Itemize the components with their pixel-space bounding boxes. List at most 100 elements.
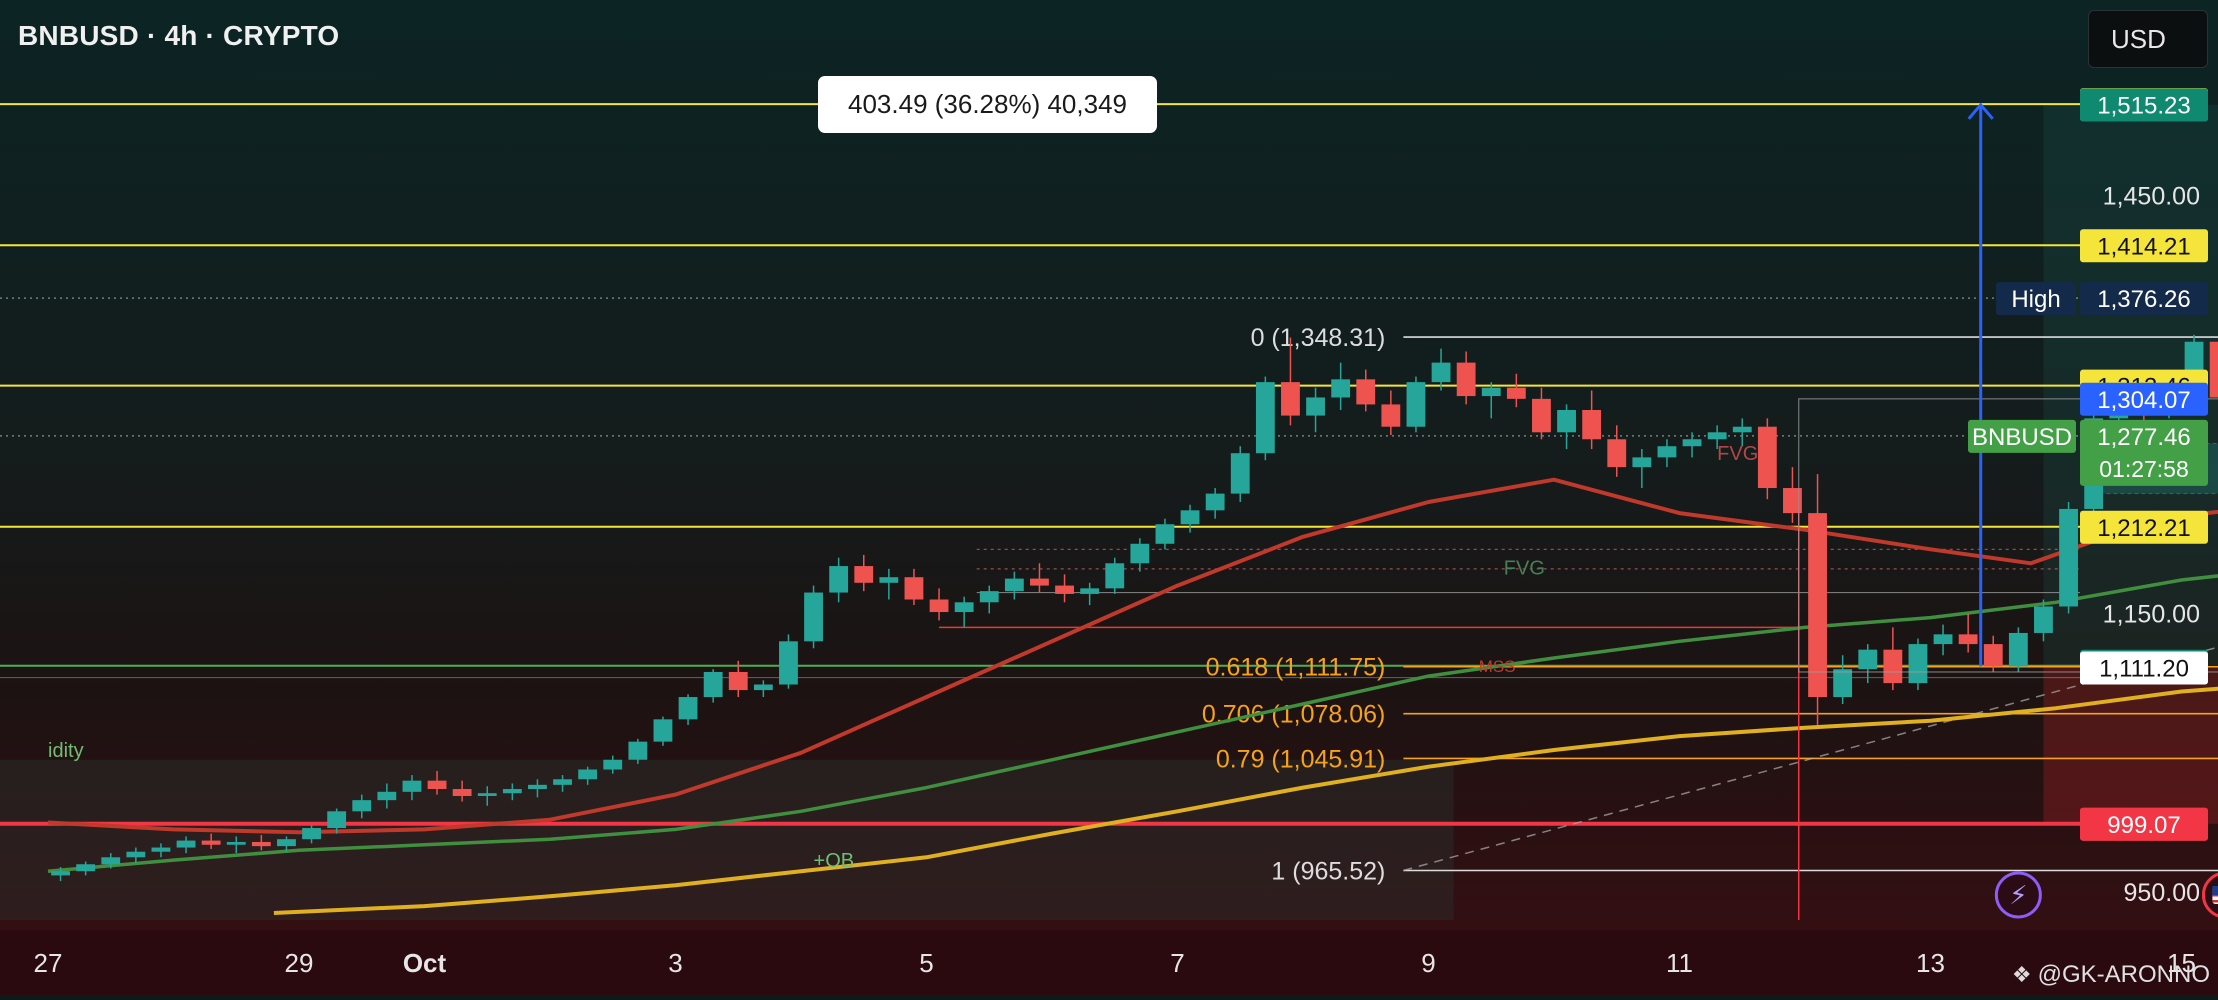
measure-tooltip: 403.49 (36.28%) 40,349 — [818, 76, 1157, 133]
candle-25 — [678, 697, 698, 720]
flag-stripe-1-1 — [2212, 894, 2218, 897]
x-tick-label-8: 13 — [1916, 948, 1945, 978]
y-tick-label-2: 950.00 — [2124, 879, 2200, 907]
candle-39 — [1030, 578, 1049, 586]
fib-label-3: 0.79 (1,045.91) — [1216, 745, 1386, 773]
candle-50 — [1306, 397, 1325, 416]
candle-49 — [1281, 382, 1300, 416]
x-tick-label-4: 5 — [919, 948, 933, 978]
x-tick-label-6: 9 — [1421, 948, 1435, 978]
candle-76 — [1958, 634, 1978, 645]
candle-0 — [51, 871, 70, 876]
candle-51 — [1331, 379, 1351, 398]
candle-17 — [477, 793, 497, 796]
candle-29 — [779, 641, 798, 685]
candle-3 — [126, 851, 146, 858]
y-tick-label-0: 1,450.00 — [2103, 182, 2200, 210]
flag-canton-1 — [2212, 886, 2218, 895]
moving-average-red — [47, 477, 2218, 835]
candle-36 — [954, 602, 974, 613]
candle-61 — [1582, 410, 1602, 440]
measure-arrow-head — [1967, 102, 1994, 120]
candle-8 — [251, 841, 271, 847]
price-tag-bg-6 — [1968, 419, 2076, 453]
x-tick-label-3: 3 — [668, 948, 682, 978]
fib-label-1: 0.618 (1,111.75) — [1206, 654, 1386, 682]
annotation-5: idity — [48, 740, 84, 762]
lightning-glyph: ⚡ — [2009, 881, 2027, 911]
candle-18 — [502, 789, 522, 794]
candle-21 — [578, 769, 598, 780]
currency-selector[interactable]: USD — [2088, 10, 2208, 68]
candle-59 — [1532, 398, 1551, 433]
candle-69 — [1783, 488, 1802, 514]
candle-70 — [1808, 513, 1827, 698]
candle-37 — [979, 591, 999, 603]
price-label-bg-10 — [2080, 651, 2208, 685]
moving-average-yellow — [273, 686, 2218, 915]
annotation-4: +OB — [814, 850, 855, 872]
price-label-3: 1,376.26 — [2097, 286, 2190, 313]
candle-66 — [1707, 432, 1727, 440]
candle-16 — [452, 789, 472, 796]
chart-title: BNBUSD · 4h · CRYPTO — [18, 20, 340, 51]
price-label-2: 1,414.21 — [2097, 233, 2190, 260]
annotation-3: MSS — [1479, 657, 1516, 676]
candle-24 — [653, 719, 673, 742]
candle-30 — [804, 592, 823, 642]
candle-40 — [1055, 585, 1074, 594]
x-tick-label-1: 29 — [285, 948, 314, 978]
watermark: ❖ @GK-ARONNO — [2012, 961, 2210, 989]
candle-60 — [1557, 410, 1576, 433]
fib-label-0: 0 (1,348.31) — [1251, 324, 1386, 352]
fib-trendline — [1403, 646, 2218, 872]
candle-64 — [1657, 446, 1677, 458]
annotation-0: FVG — [1717, 443, 1758, 465]
candle-31 — [829, 566, 849, 593]
price-label-1: 1,515.23 — [2097, 93, 2190, 120]
candle-56 — [1456, 362, 1476, 397]
price-label-bg-2 — [2080, 229, 2208, 263]
candle-86 — [2209, 341, 2218, 398]
price-label-bg-5 — [2080, 382, 2208, 416]
candle-4 — [151, 847, 171, 852]
y-tick-label-1: 1,150.00 — [2103, 600, 2200, 628]
candle-33 — [879, 577, 899, 583]
candle-5 — [176, 840, 196, 848]
x-tick-label-9: 15 — [2167, 948, 2196, 978]
candle-13 — [377, 791, 397, 801]
candle-9 — [277, 839, 296, 847]
candle-47 — [1230, 453, 1250, 494]
candle-6 — [201, 840, 221, 845]
candle-71 — [1833, 669, 1853, 698]
candle-41 — [1080, 588, 1100, 594]
price-label-bg-3 — [2080, 282, 2208, 316]
lightning-event-icon — [1994, 871, 2042, 919]
candle-58 — [1506, 387, 1526, 399]
candle-19 — [528, 784, 547, 790]
price-label-7: 1,212.21 — [2097, 515, 2190, 542]
candle-72 — [1858, 649, 1878, 670]
candle-67 — [1732, 426, 1752, 433]
candle-1 — [76, 864, 96, 872]
fib-label-4: 1 (965.52) — [1271, 858, 1385, 886]
x-tick-label-5: 7 — [1170, 948, 1184, 978]
candle-65 — [1682, 439, 1702, 447]
candle-14 — [402, 780, 422, 792]
price-label-10: 1,111.20 — [2099, 656, 2189, 683]
price-label-bg-1 — [2080, 88, 2208, 122]
x-tick-label-2: Oct — [403, 948, 447, 978]
x-tick-label-7: 11 — [1666, 948, 1693, 978]
us-flag-event-icon — [2201, 872, 2218, 918]
price-label-bg-12 — [2080, 807, 2208, 841]
candle-62 — [1607, 439, 1627, 468]
candle-74 — [1908, 644, 1928, 684]
candle-73 — [1883, 649, 1903, 684]
candle-10 — [302, 828, 321, 840]
candle-46 — [1205, 493, 1225, 511]
price-tag-6: BNBUSD — [1972, 424, 2072, 451]
liquidity-zone — [0, 759, 1454, 920]
flag-stripe-1-2 — [2212, 900, 2218, 903]
